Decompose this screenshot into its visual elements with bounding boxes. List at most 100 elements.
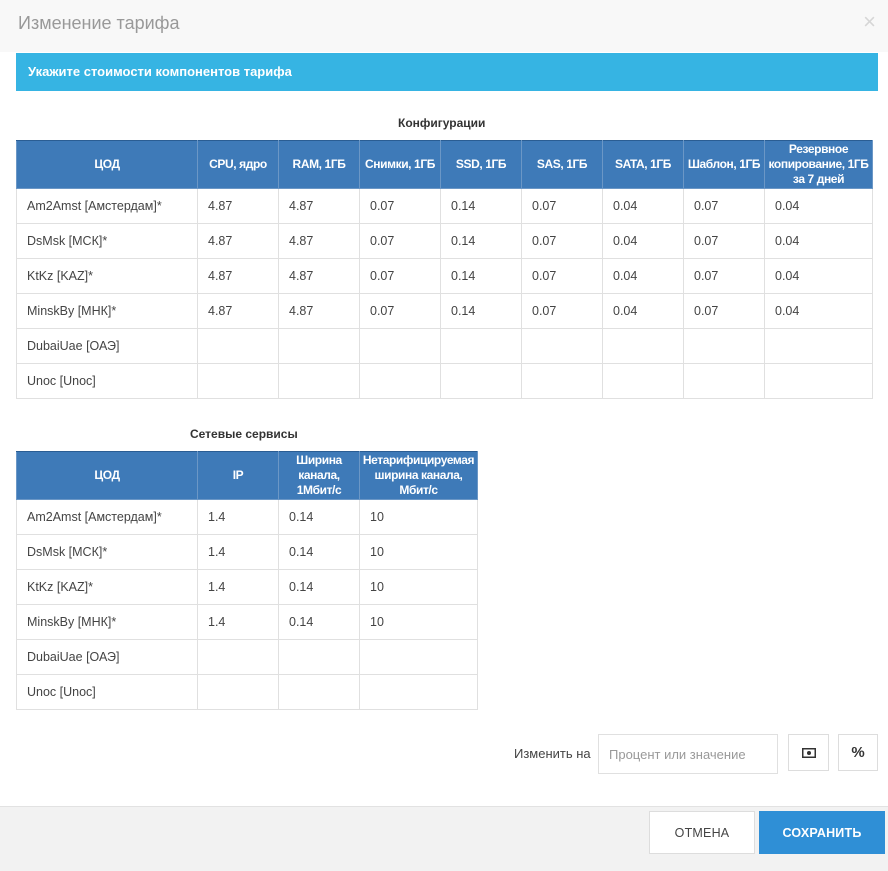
price-cell[interactable]	[521, 328, 603, 364]
price-cell[interactable]: 10	[359, 604, 478, 640]
price-cell[interactable]: 4.87	[278, 223, 360, 259]
price-cell[interactable]: 0.04	[602, 223, 684, 259]
price-cell[interactable]	[440, 363, 522, 399]
dc-name-cell: Am2Amst [Амстердам]*	[16, 188, 198, 224]
save-button[interactable]: СОХРАНИТЬ	[759, 811, 885, 854]
configs-header-4: SSD, 1ГБ	[440, 140, 522, 189]
price-cell[interactable]: 0.07	[683, 188, 765, 224]
price-cell[interactable]: 0.07	[359, 188, 441, 224]
configs-header-6: SATA, 1ГБ	[602, 140, 684, 189]
configs-header-7: Шаблон, 1ГБ	[683, 140, 765, 189]
dc-name-cell: DsMsk [МСК]*	[16, 223, 198, 259]
price-cell[interactable]: 0.04	[602, 293, 684, 329]
configs-table: ЦОД CPU, ядро RAM, 1ГБ Снимки, 1ГБ SSD, 1ГБ S…	[16, 140, 873, 399]
price-cell[interactable]	[359, 363, 441, 399]
price-cell[interactable]: 0.07	[683, 223, 765, 259]
dc-name-cell: Unoc [Unoc]	[16, 674, 198, 710]
money-mode-button[interactable]	[788, 734, 829, 771]
network-header-1: IP	[197, 451, 279, 500]
price-cell[interactable]: 0.07	[521, 188, 603, 224]
price-cell[interactable]	[683, 328, 765, 364]
price-cell[interactable]: 0.07	[359, 293, 441, 329]
price-cell[interactable]: 0.14	[440, 293, 522, 329]
price-cell[interactable]: 4.87	[197, 258, 279, 294]
table-row: Am2Amst [Амстердам]* 4.87 4.87 0.07 0.14 0.07…	[16, 188, 873, 224]
price-cell[interactable]: 0.07	[521, 258, 603, 294]
price-cell[interactable]	[278, 674, 360, 710]
price-cell[interactable]: 0.04	[602, 188, 684, 224]
price-cell[interactable]: 0.07	[359, 258, 441, 294]
price-cell[interactable]: 0.07	[683, 293, 765, 329]
price-cell[interactable]: 0.07	[521, 293, 603, 329]
price-cell[interactable]: 4.87	[278, 258, 360, 294]
price-cell[interactable]	[359, 674, 478, 710]
price-cell[interactable]: 0.14	[440, 188, 522, 224]
price-cell[interactable]: 4.87	[197, 188, 279, 224]
price-cell[interactable]: 0.07	[521, 223, 603, 259]
price-cell[interactable]	[359, 639, 478, 675]
configs-header-0: ЦОД	[16, 140, 198, 189]
price-cell[interactable]	[602, 328, 684, 364]
table-row: KtKz [KAZ]* 1.4 0.14 10	[16, 569, 478, 605]
price-cell[interactable]: 1.4	[197, 499, 279, 535]
info-banner: Укажите стоимости компонентов тарифа	[16, 53, 878, 91]
price-cell[interactable]: 10	[359, 569, 478, 605]
dc-name-cell: KtKz [KAZ]*	[16, 258, 198, 294]
price-cell[interactable]: 4.87	[278, 188, 360, 224]
table-row: DubaiUae [ОАЭ]	[16, 328, 873, 364]
dc-name-cell: MinskBy [МНК]*	[16, 604, 198, 640]
dc-name-cell: Am2Amst [Амстердам]*	[16, 499, 198, 535]
network-header-3: Нетарифицируемая ширина канала, Мбит/с	[359, 451, 478, 500]
price-cell[interactable]: 0.04	[764, 223, 873, 259]
price-cell[interactable]: 0.14	[278, 499, 360, 535]
configs-header-8: Резервное копирование, 1ГБ за 7 дней	[764, 140, 873, 189]
price-cell[interactable]	[197, 328, 279, 364]
price-cell[interactable]: 4.87	[197, 293, 279, 329]
price-cell[interactable]: 0.04	[764, 293, 873, 329]
configs-section-title: Конфигурации	[398, 116, 486, 130]
price-cell[interactable]	[764, 328, 873, 364]
price-cell[interactable]: 0.07	[683, 258, 765, 294]
price-cell[interactable]	[197, 639, 279, 675]
configs-header-2: RAM, 1ГБ	[278, 140, 360, 189]
money-icon	[801, 747, 816, 758]
change-value-input[interactable]	[598, 734, 778, 774]
price-cell[interactable]: 0.04	[764, 188, 873, 224]
price-cell[interactable]: 1.4	[197, 534, 279, 570]
price-cell[interactable]	[683, 363, 765, 399]
price-cell[interactable]: 0.14	[278, 604, 360, 640]
network-table: ЦОД IP Ширина канала, 1Мбит/с Нетарифицируе…	[16, 451, 478, 710]
price-cell[interactable]: 0.04	[764, 258, 873, 294]
price-cell[interactable]	[359, 328, 441, 364]
price-cell[interactable]: 1.4	[197, 604, 279, 640]
price-cell[interactable]: 4.87	[278, 293, 360, 329]
price-cell[interactable]: 10	[359, 534, 478, 570]
price-cell[interactable]: 0.14	[278, 534, 360, 570]
price-cell[interactable]: 1.4	[197, 569, 279, 605]
price-cell[interactable]	[278, 328, 360, 364]
table-row: KtKz [KAZ]* 4.87 4.87 0.07 0.14 0.07 0.04 0.07 0…	[16, 258, 873, 294]
price-cell[interactable]: 0.07	[359, 223, 441, 259]
price-cell[interactable]: 0.14	[440, 223, 522, 259]
price-cell[interactable]: 0.04	[602, 258, 684, 294]
close-icon[interactable]: ×	[863, 9, 876, 34]
price-cell[interactable]: 0.14	[278, 569, 360, 605]
price-cell[interactable]: 0.14	[440, 258, 522, 294]
price-cell[interactable]	[278, 639, 360, 675]
price-cell[interactable]	[197, 674, 279, 710]
cancel-button[interactable]: ОТМЕНА	[649, 811, 755, 854]
change-label: Изменить на	[514, 746, 591, 761]
price-cell[interactable]	[197, 363, 279, 399]
price-cell[interactable]	[602, 363, 684, 399]
price-cell[interactable]	[764, 363, 873, 399]
table-row: MinskBy [МНК]* 4.87 4.87 0.07 0.14 0.07 0.04 0.…	[16, 293, 873, 329]
price-cell[interactable]	[440, 328, 522, 364]
price-cell[interactable]	[521, 363, 603, 399]
price-cell[interactable]	[278, 363, 360, 399]
price-cell[interactable]: 4.87	[197, 223, 279, 259]
price-cell[interactable]: 10	[359, 499, 478, 535]
percent-mode-button[interactable]: %	[838, 734, 878, 771]
dc-name-cell: DsMsk [МСК]*	[16, 534, 198, 570]
configs-header-3: Снимки, 1ГБ	[359, 140, 441, 189]
